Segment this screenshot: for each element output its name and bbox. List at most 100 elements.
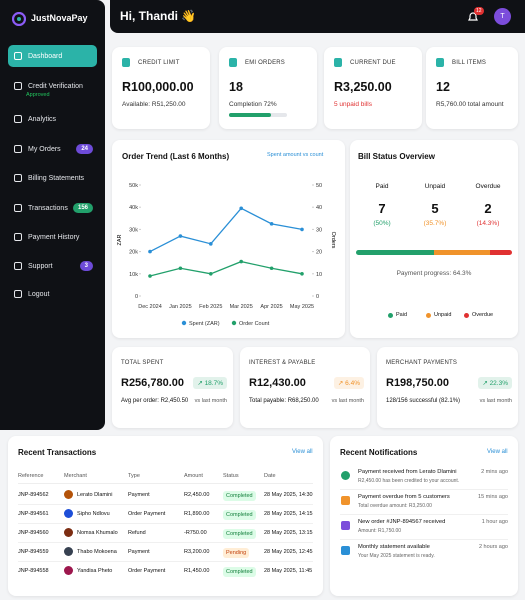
table-cell: Payment (128, 492, 150, 498)
progress-track (229, 113, 287, 117)
point (148, 249, 152, 254)
nav-label: Support (28, 262, 53, 270)
status-count: 7 (378, 201, 386, 216)
chart-toggle[interactable]: Spent amount vs count (267, 152, 324, 158)
y-tick-label: 20k (129, 250, 138, 256)
y-tick-label: 10k (129, 272, 138, 278)
legend-dot (426, 313, 431, 318)
legend-swatch (231, 320, 237, 326)
table-cell: R2,450.00 (184, 492, 210, 498)
notification-icon (341, 496, 350, 505)
status-label: Overdue (475, 183, 501, 190)
nav-item[interactable]: Dashboard (8, 45, 97, 67)
summary-label: TOTAL SPENT (121, 360, 164, 366)
notifications-title: Recent Notifications (340, 448, 418, 457)
summary-value: R198,750.00 (386, 377, 449, 389)
status-percent: (35.7%) (423, 220, 447, 227)
notification-time: 2 hours ago (478, 544, 508, 550)
y2-tick-label: 40 (316, 205, 322, 211)
notification-title: Monthly statement available (358, 544, 430, 550)
y-tick-label: 40k (129, 205, 138, 211)
nav-label: Logout (28, 290, 50, 298)
nav-label: Credit Verification (28, 82, 83, 90)
nav-item[interactable]: Analytics (8, 108, 97, 130)
change-badge: ↗ 6.4% (333, 377, 364, 389)
avatar[interactable]: T (494, 8, 511, 25)
table-cell: Order Payment (128, 511, 166, 517)
table-cell: JNP-894562 (18, 492, 49, 498)
summary-note: Total payable: R68,250.00 (249, 398, 319, 404)
nav-icon (14, 204, 22, 212)
notification-icon (341, 546, 350, 555)
transactions-title: Recent Transactions (18, 448, 97, 457)
point (209, 272, 213, 276)
table-cell: 28 May 2025, 14:30 (264, 492, 313, 498)
chart-title: Order Trend (Last 6 Months) (122, 152, 230, 161)
notification-title: New order #JNP-894567 received (358, 519, 446, 525)
nav-item[interactable]: Transactions 156 (8, 197, 97, 219)
notification-text: R2,450.00 has been credited to your acco… (358, 478, 460, 484)
nav-item[interactable]: Logout (8, 283, 97, 305)
point (178, 266, 183, 271)
table-cell: 28 May 2025, 14:15 (264, 511, 313, 517)
table-cell: -R750.00 (184, 530, 207, 536)
notification-icon (341, 471, 350, 480)
point (300, 227, 304, 232)
legend-swatch (181, 320, 187, 326)
summary-value: R256,780.00 (121, 377, 184, 389)
stat-icon (436, 58, 444, 67)
bell-icon[interactable] (467, 11, 479, 23)
nav-icon (14, 233, 22, 241)
stat-note: Completion 72% (229, 101, 277, 108)
table-cell: Refund (128, 530, 146, 536)
table-cell: Order Payment (128, 568, 166, 574)
status-pill: Completed (223, 490, 256, 501)
summary-note: Avg per order: R2,450.50 (121, 398, 189, 404)
stat-label: BILL ITEMS (452, 60, 487, 66)
view-all[interactable]: View all (292, 449, 313, 455)
series-line (149, 207, 303, 253)
table-cell: 28 May 2025, 12:45 (264, 549, 313, 555)
summary-label: INTEREST & PAYABLE (249, 360, 316, 366)
view-all[interactable]: View all (487, 449, 508, 455)
notification-text: Your May 2025 statement is ready. (358, 553, 435, 559)
x-tick-label: Apr 2025 (260, 304, 282, 310)
nav-item[interactable]: Support 3 (8, 255, 97, 277)
summary-value: R12,430.00 (249, 377, 306, 389)
merchant-avatar (64, 566, 73, 575)
summary-note: 128/156 successful (82.1%) (386, 398, 461, 404)
nav-badge: 156 (72, 203, 93, 213)
status-label: Paid (375, 183, 389, 190)
legend-label: Paid (396, 312, 408, 318)
y2-tick-label: 10 (316, 272, 322, 278)
status-pill: Completed (223, 509, 256, 520)
stat-card: BILL ITEMS 12 R5,760.00 total amount (426, 47, 518, 129)
status-percent: (14.3%) (476, 220, 500, 227)
table-cell: R3,200.00 (184, 549, 210, 555)
nav-item[interactable]: My Orders 24 (8, 138, 97, 160)
divider (340, 539, 508, 540)
nav-icon (14, 174, 22, 182)
merchant-avatar (64, 509, 73, 518)
nav-item[interactable]: Payment History (8, 226, 97, 248)
table-cell: JNP-894558 (18, 568, 49, 574)
merchant-name: Yandisa Pheto (77, 568, 113, 574)
summary-compare: vs last month (479, 398, 512, 404)
stat-label: CREDIT LIMIT (138, 60, 180, 66)
stat-icon (122, 58, 130, 67)
x-tick-label: Mar 2025 (230, 304, 253, 310)
y2-tick-label: 20 (316, 250, 322, 256)
transactions-card: Recent Transactions View all Reference Me… (8, 436, 323, 596)
nav-item[interactable]: Credit Verification (8, 75, 97, 97)
stat-value: 12 (436, 80, 450, 94)
merchant-name: Lerato Dlamini (77, 492, 113, 498)
divider (18, 504, 313, 505)
status-label: Unpaid (424, 183, 446, 190)
stat-card: CREDIT LIMIT R100,000.00 Available: R51,25… (112, 47, 210, 129)
status-segment (356, 250, 434, 255)
stat-value: 18 (229, 80, 243, 94)
notification-title: Payment received from Lerato Dlamini (358, 469, 457, 475)
stat-label: CURRENT DUE (350, 60, 396, 66)
nav-item[interactable]: Billing Statements (8, 167, 97, 189)
column-header: Merchant (64, 473, 87, 479)
